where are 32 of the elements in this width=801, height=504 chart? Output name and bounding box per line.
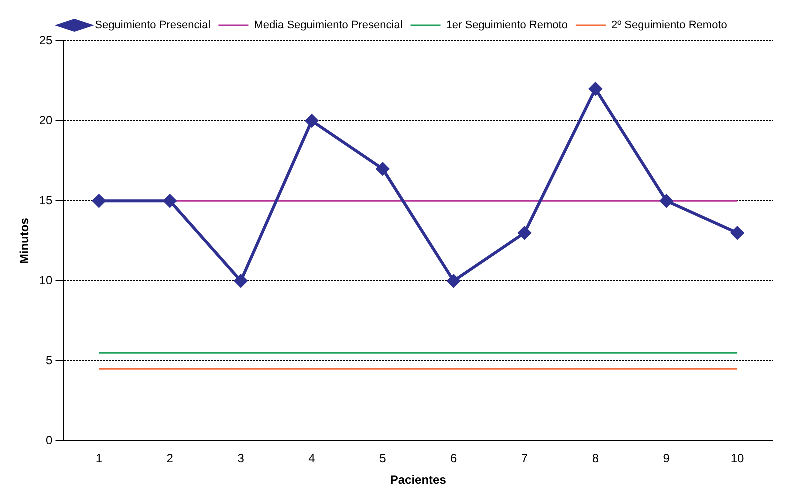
x-tick-label: 1 <box>96 452 103 466</box>
point <box>731 226 744 240</box>
point <box>589 82 602 96</box>
point <box>164 194 177 208</box>
x-tick-label: 6 <box>450 452 458 466</box>
point <box>376 162 390 176</box>
point <box>447 274 460 288</box>
x-tick-label: 9 <box>663 452 670 466</box>
point <box>660 194 674 208</box>
legend-label: 1er Seguimiento Remoto <box>446 20 568 32</box>
y-tick-label: 25 <box>39 33 54 48</box>
y-axis-title: Minutos <box>18 218 32 264</box>
y-tick-label: 20 <box>39 113 54 128</box>
x-tick-label: 2 <box>166 452 174 466</box>
y-tick-label: 0 <box>46 434 54 448</box>
x-tick-label: 4 <box>308 452 316 466</box>
legend-label: Media Seguimiento Presencial <box>254 20 403 32</box>
point <box>518 226 532 240</box>
point <box>92 194 106 208</box>
legend-label: Seguimiento Presencial <box>95 20 211 32</box>
x-tick-label: 7 <box>521 452 528 466</box>
point <box>234 274 248 288</box>
y-tick-label: 15 <box>39 193 54 208</box>
x-tick-label: 3 <box>238 452 245 466</box>
y-tick-label: 10 <box>39 273 54 288</box>
legend-label: 2º Seguimiento Remoto <box>611 20 728 32</box>
x-tick-label: 8 <box>592 452 600 466</box>
x-axis-title: Pacientes <box>390 473 447 488</box>
x-tick-label: 10 <box>730 452 745 466</box>
y-tick-label: 5 <box>46 353 54 368</box>
point <box>305 114 318 128</box>
x-tick-label: 5 <box>380 452 387 466</box>
